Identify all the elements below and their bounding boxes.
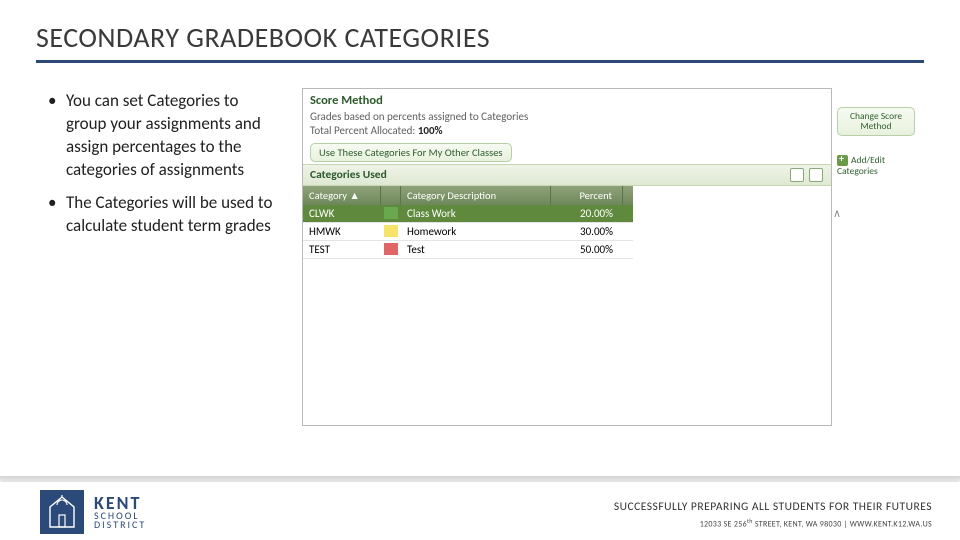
cell-category: TEST [303, 241, 381, 258]
cell-percent: 20.00% [551, 205, 623, 222]
slide: SECONDARY GRADEBOOK CATEGORIES You can s… [0, 0, 960, 540]
logo-mark [40, 490, 84, 534]
footer-tagline: SUCCESSFULLY PREPARING ALL STUDENTS FOR … [614, 500, 932, 514]
categories-grid: Category ▲ Category Description Percent … [303, 186, 633, 259]
bullet-list: You can set Categories to group your ass… [44, 90, 274, 248]
table-row[interactable]: CLWK Class Work20.00% [303, 205, 633, 223]
slide-title: SECONDARY GRADEBOOK CATEGORIES [36, 20, 490, 55]
cell-category: CLWK [303, 205, 381, 222]
col-header-category[interactable]: Category ▲ [303, 186, 381, 205]
col-header-swatch [381, 186, 401, 205]
footer-address: 12033 SE 256th STREET, KENT, WA 98030 | … [614, 517, 932, 530]
grid-header: Category ▲ Category Description Percent [303, 186, 633, 205]
categories-used-label: Categories Used [310, 168, 387, 182]
total-percent-line: Total Percent Allocated: 100% [303, 124, 831, 138]
logo-text: KENT SCHOOL DISTRICT [94, 495, 146, 530]
addr-street: 12033 SE 256 [700, 520, 747, 530]
plus-icon [837, 155, 848, 166]
app-screenshot: Score Method Grades based on percents as… [302, 88, 922, 428]
addr-rest: STREET, KENT, WA 98030 [753, 520, 842, 530]
grid-body: CLWKClass Work20.00%HMWKHomework30.00%TE… [303, 205, 633, 259]
footer: KENT SCHOOL DISTRICT SUCCESSFULLY PREPAR… [0, 482, 960, 540]
section-toolbar [790, 168, 823, 182]
export-icon[interactable] [790, 168, 804, 182]
add-edit-categories-button[interactable]: Add/Edit Categories [837, 155, 915, 178]
search-icon[interactable] [809, 168, 823, 182]
total-percent-value: 100% [418, 124, 443, 137]
change-score-method-button[interactable]: Change Score Method [837, 107, 915, 136]
footer-right: SUCCESSFULLY PREPARING ALL STUDENTS FOR … [614, 500, 932, 530]
cell-percent: 30.00% [551, 223, 623, 240]
score-method-panel: Score Method Grades based on percents as… [302, 88, 832, 426]
panel-title: Score Method [303, 89, 831, 110]
cell-percent: 50.00% [551, 241, 623, 258]
cell-category: HMWK [303, 223, 381, 240]
categories-grid-wrap: Category ▲ Category Description Percent … [303, 186, 831, 259]
schoolhouse-icon [47, 495, 77, 529]
title-rule [36, 60, 924, 63]
table-row[interactable]: TEST Test50.00% [303, 241, 633, 259]
addr-url: WWW.KENT.K12.WA.US [850, 520, 932, 530]
cell-description: Class Work [401, 205, 551, 222]
use-for-other-classes-button[interactable]: Use These Categories For My Other Classe… [310, 143, 512, 162]
cell-swatch [381, 241, 401, 258]
addr-sep: | [842, 520, 850, 530]
cell-swatch [381, 205, 401, 222]
scroll-up-icon[interactable]: ∧ [833, 208, 845, 220]
panel-subtitle: Grades based on percents assigned to Cat… [303, 110, 831, 124]
col-header-description[interactable]: Category Description [401, 186, 551, 205]
logo-line3: DISTRICT [94, 520, 146, 529]
bullet-item: The Categories will be used to calculate… [44, 192, 274, 238]
cell-description: Homework [401, 223, 551, 240]
bullet-item: You can set Categories to group your ass… [44, 90, 274, 182]
categories-used-bar: Categories Used [303, 164, 831, 186]
cell-swatch [381, 223, 401, 240]
district-logo: KENT SCHOOL DISTRICT [40, 490, 146, 534]
cell-description: Test [401, 241, 551, 258]
total-percent-label: Total Percent Allocated: [310, 124, 415, 137]
col-header-percent[interactable]: Percent [551, 186, 623, 205]
table-row[interactable]: HMWK Homework30.00% [303, 223, 633, 241]
